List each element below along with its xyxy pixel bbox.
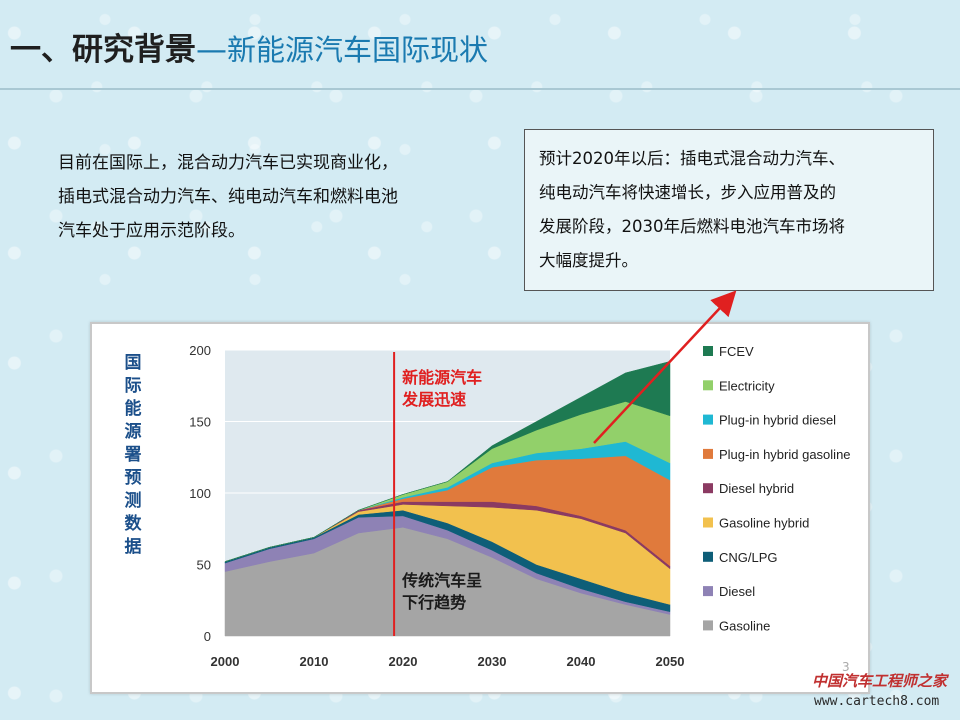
legend-swatch-electricity	[703, 380, 713, 391]
legend-label-gasoline-hybrid: Gasoline hybrid	[719, 516, 809, 531]
area-fcev	[224, 361, 671, 562]
y-tick-label: 50	[197, 558, 211, 573]
y-tick-label: 200	[189, 343, 211, 358]
title-main: 一、研究背景	[10, 32, 196, 68]
y-tick-label: 150	[189, 415, 211, 430]
chart-y-label: 国际能源署预测数据	[118, 352, 148, 559]
legend-swatch-fcev	[703, 346, 713, 356]
y-label-char: 能	[124, 399, 142, 419]
x-tick-label: 2000	[211, 654, 240, 669]
watermark-url: www.cartech8.com	[814, 694, 940, 709]
page-title: 一、研究背景—新能源汽车国际现状	[10, 24, 488, 69]
y-label-char: 署	[124, 445, 142, 465]
callout-line: 大幅度提升。	[539, 251, 638, 270]
watermark-name: 中国汽车工程师之家	[812, 672, 948, 690]
legend-swatch-gasoline	[703, 620, 713, 631]
title-bar: 一、研究背景—新能源汽车国际现状	[0, 0, 960, 90]
title-subtitle: 新能源汽车国际现状	[227, 33, 489, 67]
y-label-char: 数	[124, 514, 142, 534]
y-label-char: 际	[124, 376, 142, 396]
annotation-nev-growth: 新能源汽车	[402, 368, 482, 387]
x-tick-label: 2010	[300, 654, 329, 669]
intro-line: 插电式混合动力汽车、纯电动汽车和燃料电池	[58, 187, 398, 207]
page-number: 3	[842, 660, 850, 674]
legend-label-plug-in-hybrid-diesel: Plug-in hybrid diesel	[719, 413, 836, 428]
legend-label-electricity: Electricity	[719, 378, 775, 393]
callout-arrow	[593, 290, 737, 444]
legend-swatch-plug-in-hybrid-gasoline	[703, 448, 713, 459]
y-tick-label: 100	[189, 486, 211, 501]
annotation-traditional-decline: 传统汽车呈	[401, 571, 482, 590]
intro-line: 汽车处于应用示范阶段。	[58, 221, 245, 241]
x-tick-label: 2040	[567, 654, 596, 669]
annotation-traditional-decline: 下行趋势	[402, 593, 466, 612]
callout-line: 预计2020年以后：插电式混合动力汽车、	[539, 149, 845, 168]
forecast-callout-box: 预计2020年以后：插电式混合动力汽车、 纯电动汽车将快速增长，步入应用普及的 …	[524, 129, 934, 291]
y-label-char: 据	[124, 537, 142, 557]
legend-swatch-diesel-hybrid	[703, 483, 713, 494]
legend-label-fcev: FCEV	[719, 344, 754, 359]
legend-label-diesel: Diesel	[719, 584, 755, 599]
legend-label-gasoline: Gasoline	[719, 618, 770, 633]
x-tick-label: 2020	[389, 654, 418, 669]
legend-label-plug-in-hybrid-gasoline: Plug-in hybrid gasoline	[719, 447, 851, 462]
legend-swatch-gasoline-hybrid	[703, 517, 713, 528]
y-label-char: 测	[124, 491, 142, 511]
legend-label-diesel-hybrid: Diesel hybrid	[719, 481, 794, 496]
legend-swatch-cng-lpg	[703, 551, 713, 562]
y-label-char: 国	[124, 353, 142, 373]
title-dash: —	[196, 32, 227, 68]
x-tick-label: 2030	[478, 654, 507, 669]
y-label-char: 预	[124, 468, 142, 488]
legend-swatch-diesel	[703, 586, 713, 597]
x-tick-label: 2050	[656, 654, 685, 669]
callout-line: 发展阶段，2030年后燃料电池汽车市场将	[539, 217, 845, 236]
callout-line: 纯电动汽车将快速增长，步入应用普及的	[539, 183, 836, 202]
intro-paragraph: 目前在国际上，混合动力汽车已实现商业化， 插电式混合动力汽车、纯电动汽车和燃料电…	[58, 146, 508, 248]
legend-swatch-plug-in-hybrid-diesel	[703, 414, 713, 425]
legend-label-cng-lpg: CNG/LPG	[719, 550, 778, 565]
annotation-nev-growth: 发展迅速	[401, 390, 466, 409]
y-tick-label: 0	[204, 629, 211, 644]
intro-line: 目前在国际上，混合动力汽车已实现商业化，	[58, 153, 398, 173]
y-label-char: 源	[124, 422, 142, 442]
